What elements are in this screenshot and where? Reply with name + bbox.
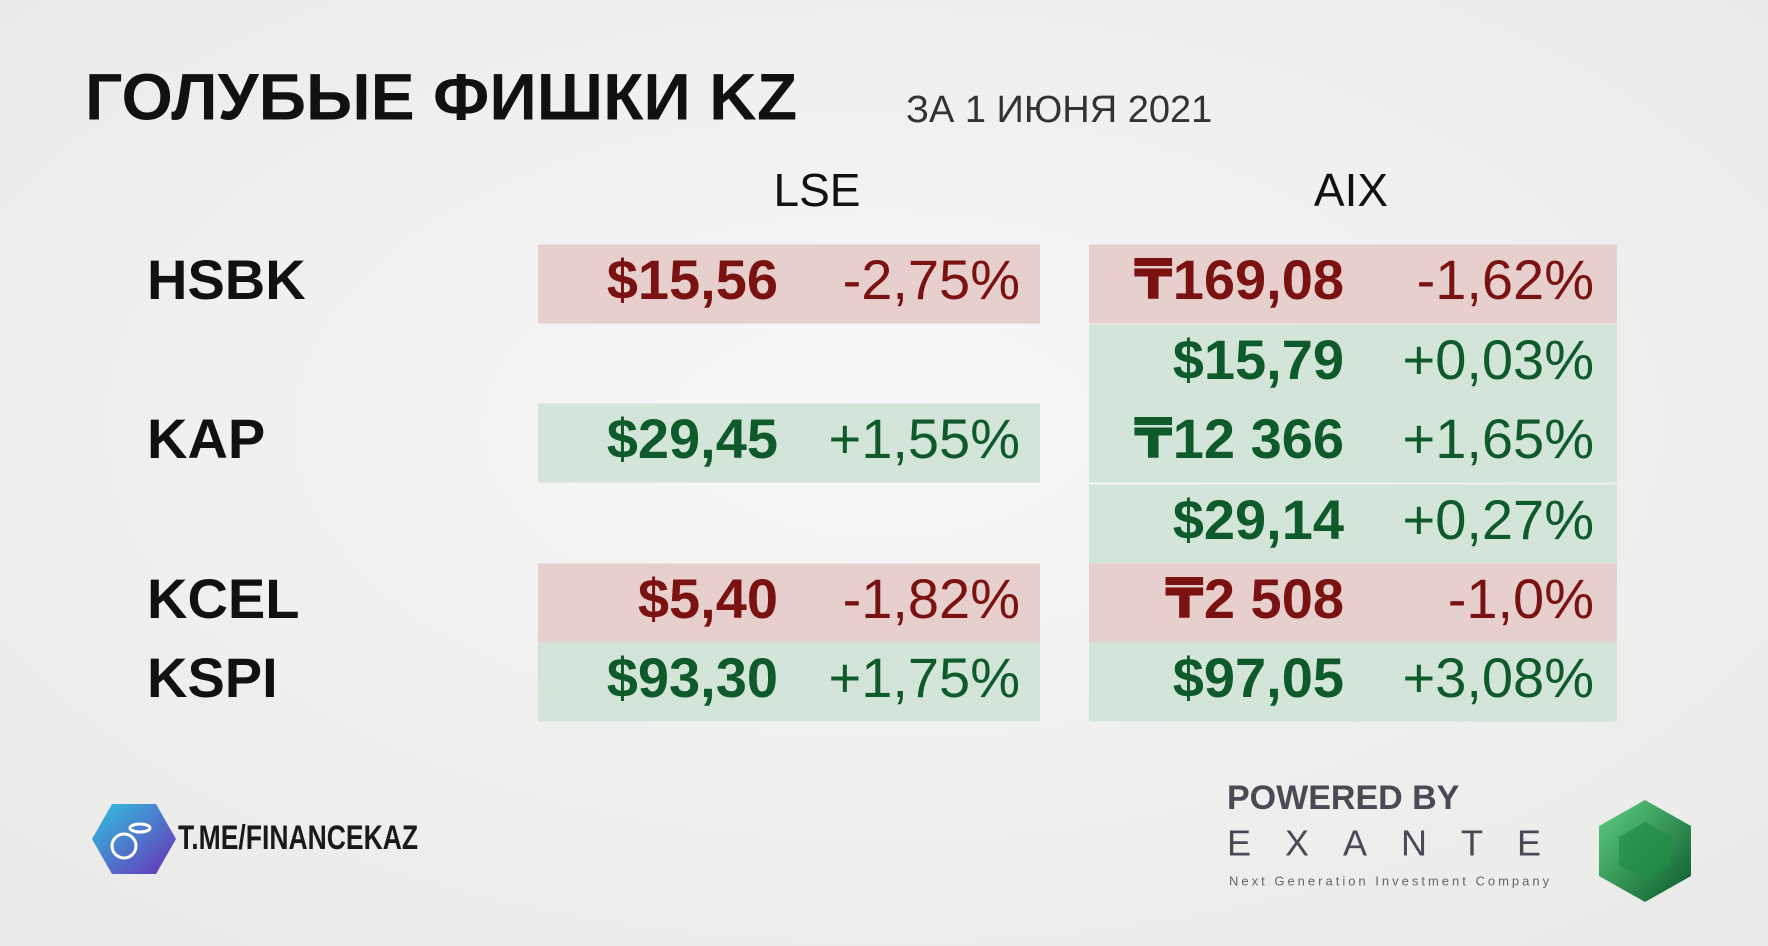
price: $29,45 xyxy=(607,407,778,470)
subtitle: ЗА 1 ИЮНЯ 2021 xyxy=(906,89,1212,131)
quote-cell xyxy=(538,642,1040,722)
change: -1,0% xyxy=(1448,567,1594,630)
change: +1,65% xyxy=(1403,407,1595,470)
quote-cell xyxy=(538,403,1040,483)
quote-cell xyxy=(1089,324,1617,404)
change: +0,03% xyxy=(1403,328,1595,391)
quote-cell xyxy=(1089,484,1617,564)
ticker: KCEL xyxy=(147,567,299,630)
quote-cell xyxy=(538,563,1040,643)
price: ₸12 366 xyxy=(1134,407,1344,470)
change: +3,08% xyxy=(1403,646,1595,709)
price: $97,05 xyxy=(1173,646,1344,709)
tagline: Next Generation Investment Company xyxy=(1229,873,1552,888)
quote-table: HSBK $15,56 -2,75% ₸169,08 -1,62% $15,79 +0,03… xyxy=(147,244,1617,722)
quote-cell xyxy=(1089,244,1617,324)
ticker: HSBK xyxy=(147,248,306,311)
change: -2,75% xyxy=(843,248,1020,311)
channel-logo xyxy=(92,804,176,874)
quote-cell xyxy=(1089,403,1617,483)
price: $29,14 xyxy=(1173,488,1344,551)
title: ГОЛУБЫЕ ФИШКИ KZ xyxy=(85,59,797,133)
change: -1,62% xyxy=(1417,248,1594,311)
change: +1,75% xyxy=(829,646,1021,709)
ticker: KSPI xyxy=(147,646,278,709)
brand-gem xyxy=(1599,800,1691,902)
quote-cell xyxy=(1089,563,1617,643)
powered-by: POWERED BY xyxy=(1227,779,1460,817)
price: $15,56 xyxy=(607,248,778,311)
brand: EXANTE xyxy=(1227,823,1575,864)
logo-stack xyxy=(128,822,152,834)
change: +1,55% xyxy=(829,407,1021,470)
quote-cell xyxy=(538,244,1040,324)
price: $5,40 xyxy=(638,567,778,630)
price: ₸2 508 xyxy=(1165,567,1344,630)
price: $15,79 xyxy=(1173,328,1344,391)
change: -1,82% xyxy=(843,567,1020,630)
price: ₸169,08 xyxy=(1134,248,1344,311)
column-header: AIX xyxy=(1314,164,1388,216)
ticker: KAP xyxy=(147,407,265,470)
price: $93,30 xyxy=(607,646,778,709)
quote-cell xyxy=(1089,642,1617,722)
change: +0,27% xyxy=(1403,488,1595,551)
channel-link: T.ME/FINANCEKAZ xyxy=(178,819,418,857)
column-header: LSE xyxy=(774,164,861,216)
logo-coin xyxy=(110,832,138,860)
gem-facet xyxy=(1619,822,1671,880)
